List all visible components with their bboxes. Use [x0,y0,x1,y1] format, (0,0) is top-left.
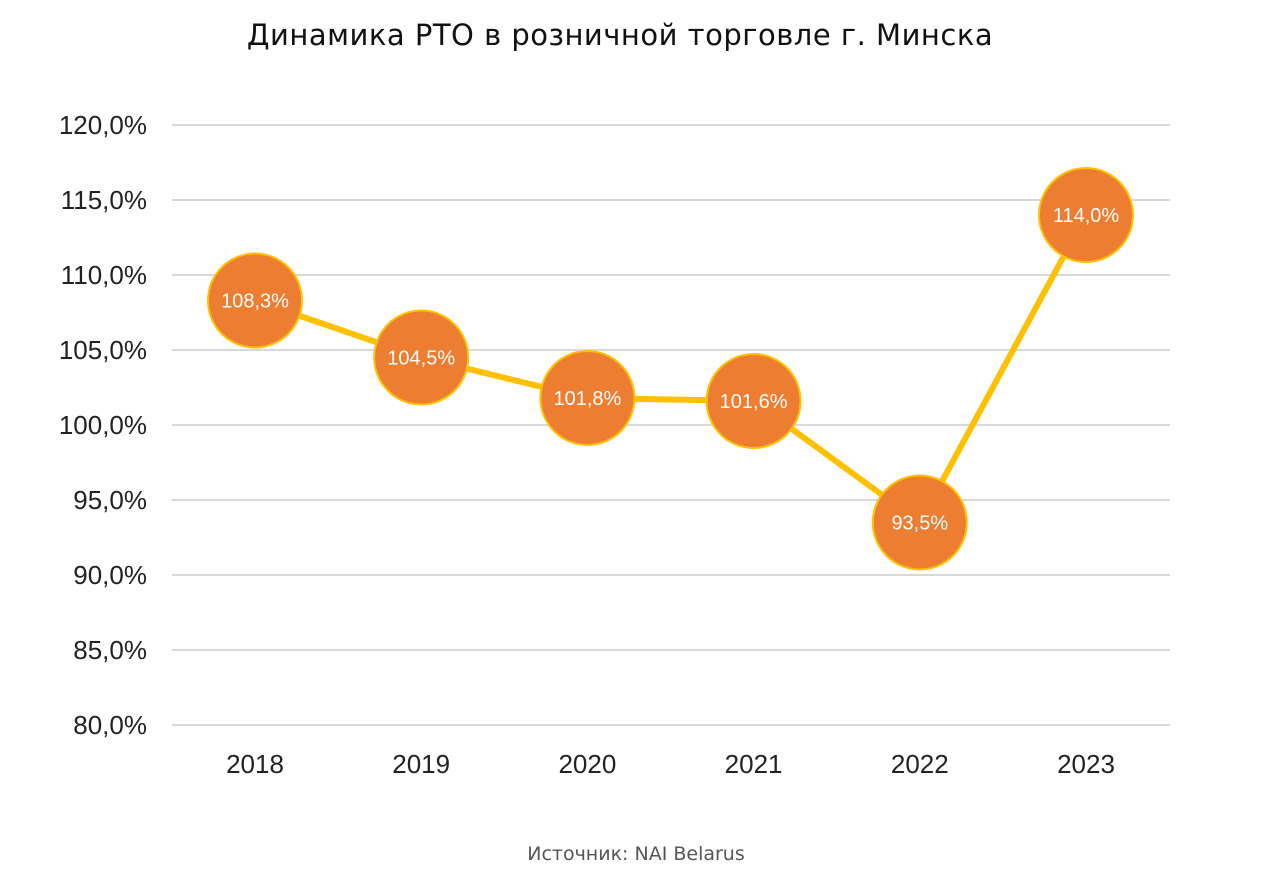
data-point [373,309,470,406]
y-tick-label: 90,0% [73,560,147,590]
x-tick-label: 2022 [891,749,949,779]
data-point [207,252,303,349]
data-label: 104,5% [387,348,455,370]
y-tick-label: 80,0% [73,710,147,740]
x-tick-label: 2020 [558,749,616,779]
data-label: 101,8% [553,388,621,410]
x-tick-label: 2023 [1057,749,1115,779]
x-tick-label: 2018 [226,749,284,779]
data-label: 114,0% [1053,205,1120,227]
x-tick-label: 2019 [392,749,450,779]
x-tick-label: 2021 [725,749,783,779]
chart-title: Динамика РТО в розничной торговле г. Мин… [246,18,994,52]
data-label: 101,6% [720,391,788,413]
data-point [1038,167,1134,263]
source-note: Источник: NAI Belarus [527,843,745,865]
y-tick-label: 105,0% [59,335,147,365]
data-point [871,474,968,571]
data-label: 93,5% [891,513,948,535]
y-tick-label: 120,0% [59,110,147,140]
y-tick-label: 100,0% [59,410,147,440]
y-tick-label: 95,0% [73,485,147,515]
y-tick-label: 110,0% [61,260,147,290]
y-tick-label: 115,0% [61,185,147,215]
y-tick-label: 85,0% [73,635,147,665]
data-label: 108,3% [221,291,289,313]
data-point [705,353,802,449]
data-point [539,350,636,446]
